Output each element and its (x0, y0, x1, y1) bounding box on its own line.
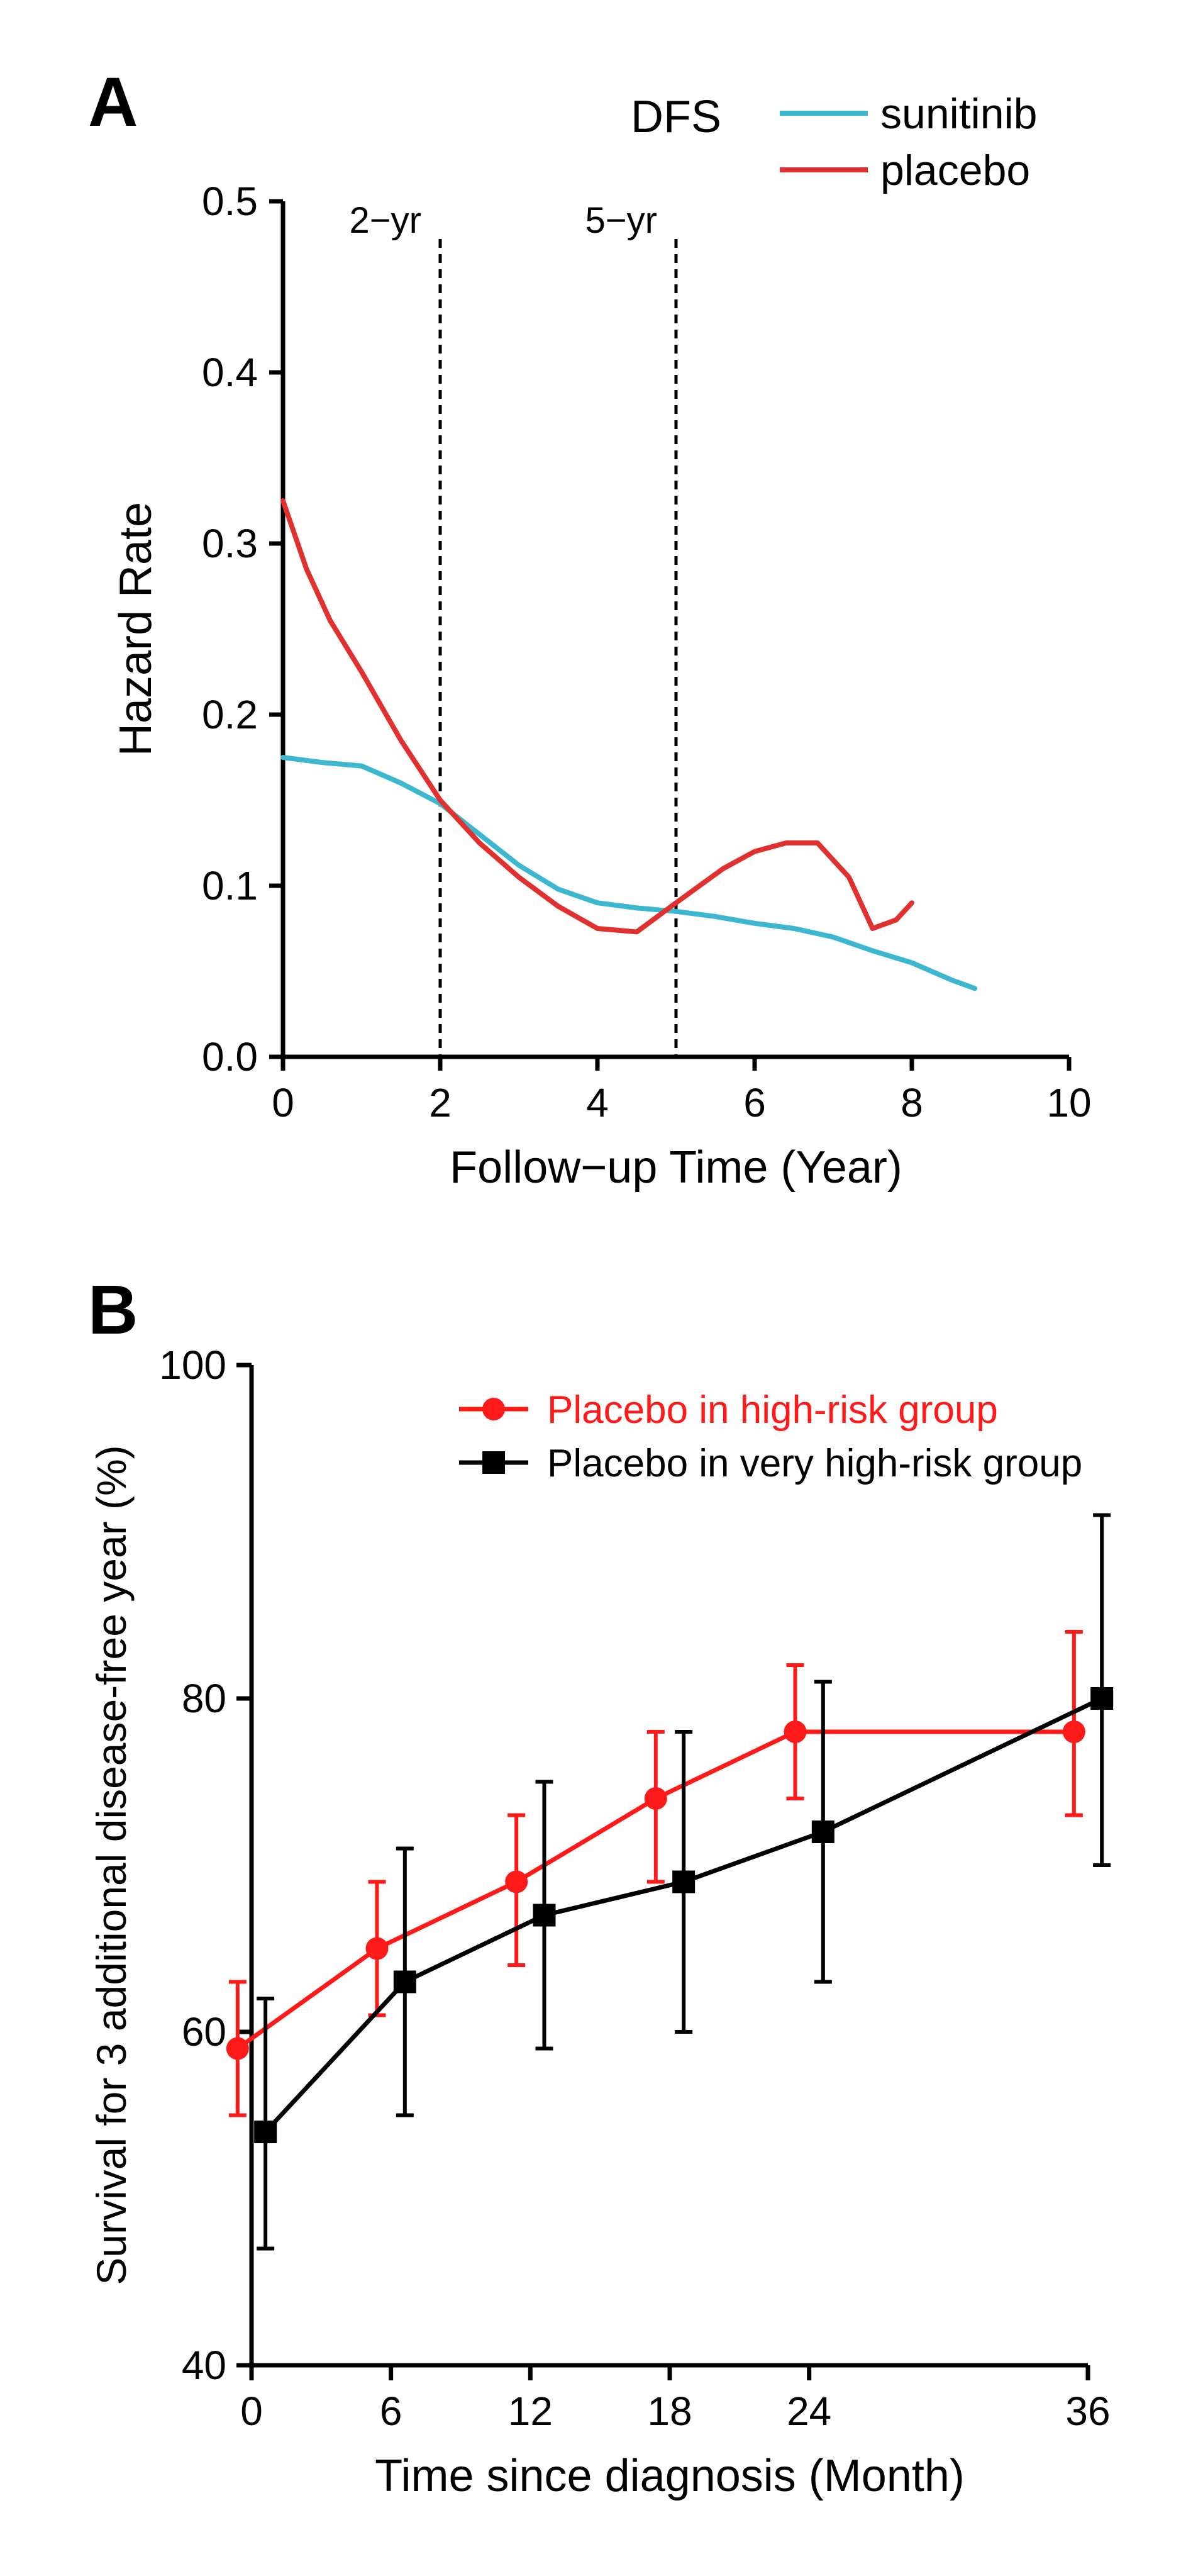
data-point (394, 1971, 416, 1993)
x-axis-title: Follow−up Time (Year) (450, 1142, 902, 1193)
legend-marker (482, 1398, 505, 1420)
data-point (1090, 1687, 1113, 1710)
y-axis-title: Hazard Rate (111, 502, 161, 756)
x-tick-label: 0 (240, 2389, 263, 2434)
x-tick-label: 0 (272, 1080, 294, 1125)
legend-label: Placebo in high-risk group (547, 1388, 998, 1432)
x-tick-label: 24 (787, 2389, 831, 2434)
data-point (672, 1871, 695, 1893)
y-tick-label: 0.0 (202, 1034, 258, 1079)
data-point (812, 1820, 834, 1843)
legend-label: placebo (880, 147, 1030, 194)
panel-b-label: B (88, 1271, 138, 1349)
y-tick-label: 60 (182, 2009, 226, 2055)
panel-b-svg: B 0 6 12 18 24 36 40 60 80 100 Time since diagnosis… (63, 1258, 1140, 2516)
x-tick-label: 6 (380, 2389, 402, 2434)
x-tick-label: 10 (1046, 1080, 1091, 1125)
data-point (784, 1720, 807, 1743)
x-tick-label: 2 (429, 1080, 452, 1125)
y-tick-label: 0.4 (202, 350, 258, 395)
legend-marker (482, 1451, 505, 1474)
y-tick-label: 0.3 (202, 521, 258, 566)
x-tick-label: 6 (743, 1080, 766, 1125)
data-point (533, 1904, 556, 1927)
panel-a: A DFS 0 2 4 6 8 10 0.0 0.1 0.2 0.3 0.4 0.5 Follow−up T… (63, 38, 1140, 1233)
reference-line-label: 5−yr (585, 200, 657, 241)
data-point (505, 1871, 528, 1893)
data-point (254, 2121, 277, 2143)
y-tick-label: 0.2 (202, 692, 258, 737)
legend-label: Placebo in very high-risk group (547, 1442, 1082, 1485)
y-tick-label: 0.5 (202, 179, 258, 224)
x-tick-label: 36 (1065, 2389, 1110, 2434)
y-tick-label: 40 (182, 2343, 226, 2388)
x-axis-title: Time since diagnosis (Month) (375, 2451, 965, 2501)
y-tick-label: 0.1 (202, 863, 258, 908)
panel-b: B 0 6 12 18 24 36 40 60 80 100 Time since diagnosis… (63, 1258, 1140, 2516)
panel-a-title: DFS (631, 92, 721, 142)
x-tick-label: 8 (901, 1080, 923, 1125)
data-point (226, 2038, 249, 2060)
data-point (366, 1938, 389, 1960)
x-tick-label: 18 (647, 2389, 692, 2434)
series-line (283, 501, 912, 932)
x-tick-label: 12 (508, 2389, 553, 2434)
series-line (283, 757, 975, 988)
x-tick-label: 4 (586, 1080, 609, 1125)
y-tick-label: 100 (159, 1342, 226, 1388)
y-axis-title: Survival for 3 additional disease-free y… (88, 1445, 135, 2285)
data-point (645, 1787, 667, 1810)
legend-label: sunitinib (880, 90, 1038, 138)
data-point (1063, 1720, 1085, 1743)
panel-a-label: A (88, 64, 138, 141)
y-tick-label: 80 (182, 1676, 226, 1721)
panel-a-svg: A DFS 0 2 4 6 8 10 0.0 0.1 0.2 0.3 0.4 0.5 Follow−up T… (63, 38, 1140, 1233)
reference-line-label: 2−yr (350, 200, 421, 241)
